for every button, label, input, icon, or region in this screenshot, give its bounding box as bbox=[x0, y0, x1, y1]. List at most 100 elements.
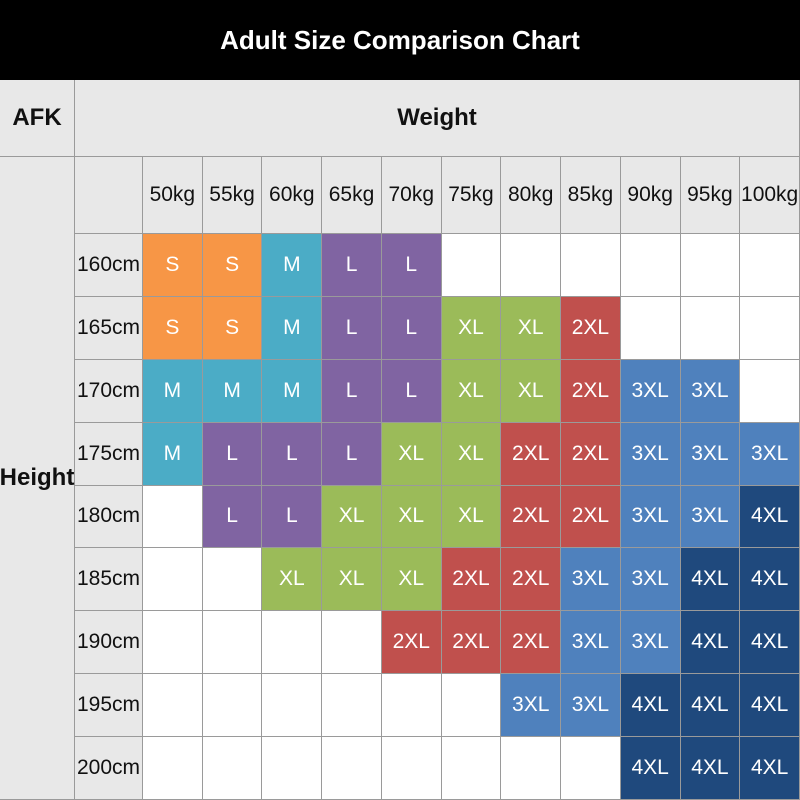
empty-cell bbox=[740, 359, 800, 423]
size-cell: L bbox=[202, 485, 263, 549]
empty-cell bbox=[561, 737, 621, 800]
size-cell: 3XL bbox=[620, 422, 681, 486]
empty-cell bbox=[143, 548, 203, 612]
weight-label: 95kg bbox=[680, 157, 741, 234]
empty-cell bbox=[501, 234, 562, 297]
height-label: 195cm bbox=[75, 674, 143, 738]
size-cell: L bbox=[322, 234, 382, 297]
size-cell: 2XL bbox=[501, 485, 562, 549]
height-label: 200cm bbox=[75, 737, 143, 800]
size-cell: 4XL bbox=[680, 611, 741, 675]
weight-label: 90kg bbox=[620, 157, 681, 234]
size-cell: XL bbox=[501, 296, 562, 360]
empty-cell bbox=[620, 296, 681, 360]
title-bar: Adult Size Comparison Chart bbox=[0, 0, 800, 80]
weight-header: Weight bbox=[75, 80, 800, 157]
weight-label: 75kg bbox=[441, 157, 502, 234]
height-header: Height bbox=[0, 157, 75, 800]
size-cell: XL bbox=[381, 485, 442, 549]
size-cell: L bbox=[262, 422, 323, 486]
size-cell: 4XL bbox=[740, 485, 800, 549]
size-cell: 2XL bbox=[441, 548, 502, 612]
size-cell: 4XL bbox=[680, 737, 741, 800]
size-cell: XL bbox=[441, 422, 502, 486]
height-label: 180cm bbox=[75, 485, 143, 549]
size-cell: S bbox=[143, 234, 203, 297]
size-cell: 3XL bbox=[561, 548, 621, 612]
size-cell: L bbox=[381, 359, 442, 423]
size-cell: 3XL bbox=[561, 611, 621, 675]
size-cell: L bbox=[322, 422, 382, 486]
size-cell: S bbox=[202, 234, 263, 297]
empty-cell bbox=[143, 611, 203, 675]
size-cell: 3XL bbox=[620, 485, 681, 549]
empty-cell bbox=[441, 737, 502, 800]
height-label: 185cm bbox=[75, 548, 143, 612]
size-cell: 2XL bbox=[561, 422, 621, 486]
size-cell: L bbox=[322, 359, 382, 423]
size-cell: 3XL bbox=[680, 485, 741, 549]
size-cell: M bbox=[202, 359, 263, 423]
height-label: 175cm bbox=[75, 422, 143, 486]
size-cell: 4XL bbox=[680, 674, 741, 738]
size-cell: S bbox=[143, 296, 203, 360]
blank-corner bbox=[75, 157, 143, 234]
empty-cell bbox=[143, 485, 203, 549]
weight-label: 55kg bbox=[202, 157, 263, 234]
size-cell: L bbox=[381, 234, 442, 297]
size-cell: 2XL bbox=[561, 296, 621, 360]
empty-cell bbox=[322, 737, 382, 800]
size-cell: M bbox=[262, 359, 323, 423]
empty-cell bbox=[322, 674, 382, 738]
empty-cell bbox=[143, 674, 203, 738]
weight-label: 60kg bbox=[262, 157, 323, 234]
size-cell: 4XL bbox=[740, 674, 800, 738]
size-cell: 2XL bbox=[501, 548, 562, 612]
empty-cell bbox=[143, 737, 203, 800]
empty-cell bbox=[680, 296, 741, 360]
empty-cell bbox=[262, 674, 323, 738]
height-label: 190cm bbox=[75, 611, 143, 675]
weight-label: 80kg bbox=[501, 157, 562, 234]
size-cell: XL bbox=[262, 548, 323, 612]
empty-cell bbox=[262, 611, 323, 675]
weight-label: 100kg bbox=[740, 157, 800, 234]
size-cell: M bbox=[143, 422, 203, 486]
size-cell: XL bbox=[322, 548, 382, 612]
size-cell: M bbox=[143, 359, 203, 423]
size-cell: 3XL bbox=[620, 548, 681, 612]
empty-cell bbox=[680, 234, 741, 297]
corner-label: AFK bbox=[0, 80, 75, 157]
size-cell: 3XL bbox=[620, 359, 681, 423]
size-cell: M bbox=[262, 296, 323, 360]
empty-cell bbox=[740, 296, 800, 360]
size-cell: XL bbox=[441, 485, 502, 549]
empty-cell bbox=[441, 674, 502, 738]
empty-cell bbox=[441, 234, 502, 297]
empty-cell bbox=[202, 737, 263, 800]
size-cell: 2XL bbox=[501, 611, 562, 675]
size-cell: 4XL bbox=[740, 737, 800, 800]
size-cell: 2XL bbox=[561, 485, 621, 549]
size-cell: 4XL bbox=[740, 548, 800, 612]
size-cell: 3XL bbox=[561, 674, 621, 738]
weight-label: 70kg bbox=[381, 157, 442, 234]
size-cell: 4XL bbox=[620, 674, 681, 738]
size-cell: 2XL bbox=[561, 359, 621, 423]
size-cell: S bbox=[202, 296, 263, 360]
size-cell: XL bbox=[501, 359, 562, 423]
height-label: 165cm bbox=[75, 296, 143, 360]
empty-cell bbox=[322, 611, 382, 675]
size-cell: M bbox=[262, 234, 323, 297]
weight-label: 85kg bbox=[561, 157, 621, 234]
empty-cell bbox=[561, 234, 621, 297]
size-cell: 2XL bbox=[381, 611, 442, 675]
size-cell: 3XL bbox=[620, 611, 681, 675]
size-cell: L bbox=[381, 296, 442, 360]
weight-label: 65kg bbox=[322, 157, 382, 234]
weight-label: 50kg bbox=[143, 157, 203, 234]
size-cell: 3XL bbox=[680, 359, 741, 423]
size-cell: 2XL bbox=[501, 422, 562, 486]
size-cell: L bbox=[202, 422, 263, 486]
